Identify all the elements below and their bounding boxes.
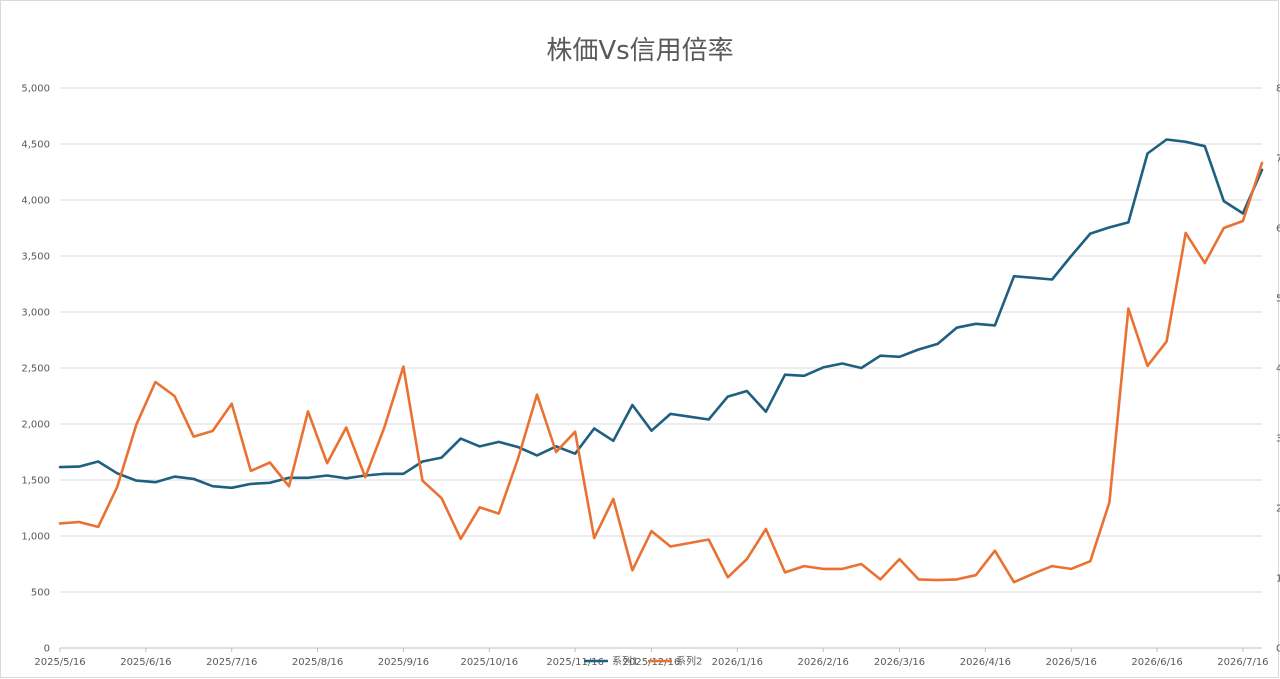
- y-right-tick-label: 4: [1276, 364, 1280, 375]
- x-tick-label: 2025/7/16: [206, 657, 257, 668]
- y-right-tick-label: 2: [1276, 504, 1280, 515]
- x-tick-label: 2026/6/16: [1131, 657, 1182, 668]
- y-left-tick-label: 0: [44, 644, 50, 655]
- x-tick-label: 2025/9/16: [378, 657, 429, 668]
- right-axis: 0 1 2 3 4 5 6 7 8: [1276, 84, 1280, 655]
- legend: 系列1 系列2: [584, 655, 702, 668]
- x-tick-label: 2025/8/16: [292, 657, 343, 668]
- y-right-tick-label: 3: [1276, 434, 1280, 445]
- y-left-tick-label: 3,000: [21, 308, 50, 319]
- left-axis: 0 500 1,000 1,500 2,000 2,500 3,000 3,500 4,000 4…: [21, 84, 50, 655]
- y-left-tick-label: 4,500: [21, 140, 50, 151]
- y-left-tick-label: 4,000: [21, 196, 50, 207]
- series-line-2: [58, 161, 1264, 584]
- y-right-tick-label: 0: [1276, 644, 1280, 655]
- y-left-tick-label: 500: [31, 588, 50, 599]
- y-left-tick-label: 1,500: [21, 476, 50, 487]
- y-right-tick-label: 7: [1276, 154, 1280, 165]
- gridlines: [60, 87, 1262, 649]
- chart-title: 株価Vs信用倍率: [546, 36, 734, 66]
- legend-label-1: 系列1: [612, 655, 638, 668]
- x-tick-label: 2025/10/16: [460, 657, 518, 668]
- x-tick-label: 2025/12/16: [623, 657, 681, 668]
- y-left-tick-label: 2,500: [21, 364, 50, 375]
- y-right-tick-label: 8: [1276, 84, 1280, 95]
- y-right-tick-label: 1: [1276, 574, 1280, 585]
- x-tick-label: 2026/1/16: [712, 657, 763, 668]
- series-layer: [58, 138, 1264, 584]
- y-left-tick-label: 2,000: [21, 420, 50, 431]
- x-tick-label: 2026/5/16: [1046, 657, 1097, 668]
- legend-label-2: 系列2: [676, 655, 702, 668]
- y-left-tick-label: 1,000: [21, 532, 50, 543]
- x-tick-label: 2026/3/16: [874, 657, 925, 668]
- x-tick-label: 2025/11/16: [546, 657, 604, 668]
- x-axis: 2025/5/16 2025/6/16 2025/7/16 2025/8/16 2025…: [34, 648, 1269, 668]
- x-tick-label: 2026/4/16: [960, 657, 1011, 668]
- y-right-tick-label: 6: [1276, 224, 1280, 235]
- x-tick-label: 2025/6/16: [120, 657, 171, 668]
- x-tick-label: 2025/5/16: [34, 657, 85, 668]
- y-left-tick-label: 3,500: [21, 252, 50, 263]
- y-left-tick-label: 5,000: [21, 84, 50, 95]
- x-tick-label: 2026/2/16: [798, 657, 849, 668]
- x-tick-label: 2026/7/16: [1217, 657, 1268, 668]
- series-line-1: [58, 138, 1264, 490]
- y-right-tick-label: 5: [1276, 294, 1280, 305]
